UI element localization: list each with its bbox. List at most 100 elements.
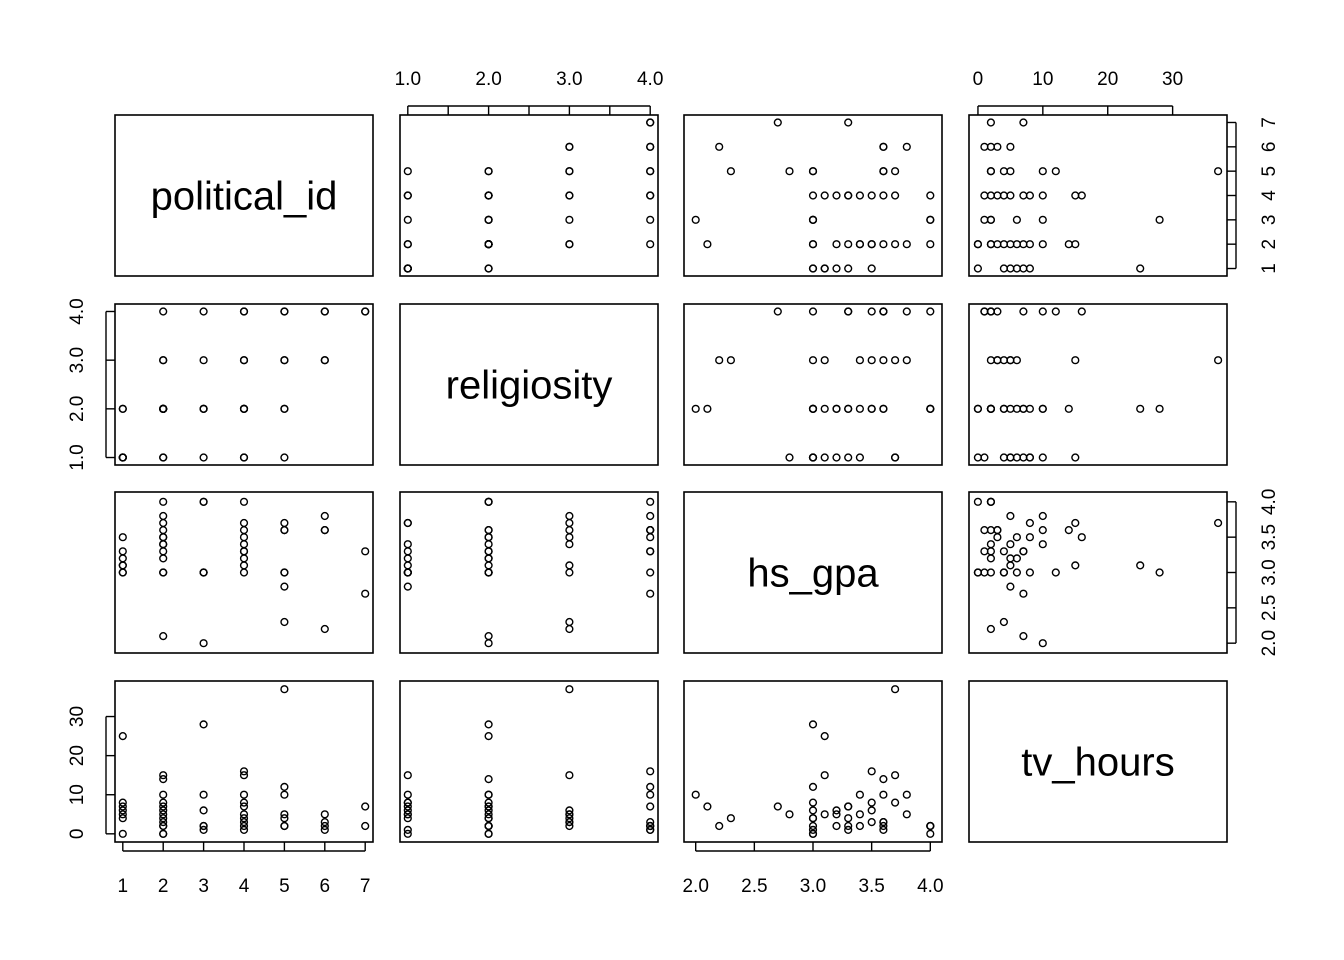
point-hs_gpa-vs-political_id	[280, 568, 289, 577]
point-hs_gpa-vs-religiosity	[646, 511, 655, 521]
y-tick-label-religiosity-left: 3.0	[67, 347, 88, 373]
point-hs_gpa-vs-political_id	[159, 518, 168, 528]
point-tv_hours-vs-religiosity	[484, 814, 493, 823]
point-tv_hours-vs-hs_gpa	[808, 814, 818, 823]
point-tv_hours-vs-hs_gpa	[926, 821, 935, 831]
point-tv_hours-vs-political_id	[239, 810, 249, 819]
point-religiosity-vs-tv_hours	[1012, 453, 1022, 462]
point-hs_gpa-vs-tv_hours	[1038, 511, 1047, 521]
point-tv_hours-vs-political_id	[199, 790, 208, 799]
point-political_id-vs-tv_hours	[1019, 118, 1028, 127]
x-tick-label-tv_hours-top: 0	[973, 69, 984, 90]
point-political_id-vs-hs_gpa	[820, 191, 829, 200]
y-tick-label-political_id-right: 4	[1259, 190, 1280, 201]
point-political_id-vs-hs_gpa	[726, 167, 736, 176]
point-religiosity-vs-political_id	[199, 404, 208, 413]
point-hs_gpa-vs-tv_hours	[1064, 525, 1073, 535]
point-hs_gpa-vs-tv_hours	[1071, 518, 1080, 528]
point-political_id-vs-tv_hours	[993, 142, 1002, 151]
panel-hs_gpa-vs-religiosity	[399, 491, 659, 654]
point-political_id-vs-hs_gpa	[867, 240, 876, 249]
point-political_id-vs-tv_hours	[993, 240, 1002, 249]
panel-religiosity-vs-religiosity	[399, 303, 659, 466]
point-religiosity-vs-hs_gpa	[832, 404, 841, 413]
point-political_id-vs-tv_hours	[1213, 167, 1223, 176]
point-tv_hours-vs-political_id	[159, 829, 168, 838]
point-political_id-vs-tv_hours	[1012, 264, 1022, 273]
point-hs_gpa-vs-tv_hours	[1006, 582, 1015, 591]
point-hs_gpa-vs-political_id	[159, 497, 168, 506]
point-hs_gpa-vs-political_id	[239, 497, 249, 506]
point-political_id-vs-tv_hours	[980, 215, 989, 224]
point-hs_gpa-vs-tv_hours	[1012, 554, 1022, 563]
point-hs_gpa-vs-religiosity	[403, 561, 412, 570]
point-hs_gpa-vs-religiosity	[484, 547, 493, 556]
point-religiosity-vs-hs_gpa	[844, 453, 853, 462]
point-political_id-vs-tv_hours	[1077, 191, 1086, 200]
point-tv_hours-vs-political_id	[118, 806, 127, 815]
y-tick-label-hs_gpa-right: 4.0	[1259, 489, 1280, 515]
point-political_id-vs-tv_hours	[1006, 191, 1015, 200]
point-religiosity-vs-tv_hours	[1064, 404, 1073, 413]
point-religiosity-vs-hs_gpa	[808, 453, 818, 462]
point-religiosity-vs-political_id	[320, 307, 329, 316]
point-hs_gpa-vs-political_id	[239, 525, 249, 535]
point-religiosity-vs-tv_hours	[1038, 307, 1047, 316]
point-hs_gpa-vs-political_id	[159, 568, 168, 577]
point-religiosity-vs-political_id	[239, 453, 249, 462]
point-political_id-vs-tv_hours	[1025, 264, 1035, 273]
point-tv_hours-vs-political_id	[361, 802, 370, 811]
point-hs_gpa-vs-political_id	[199, 639, 208, 648]
point-hs_gpa-vs-tv_hours	[980, 568, 989, 577]
point-religiosity-vs-hs_gpa	[808, 356, 818, 365]
point-hs_gpa-vs-tv_hours	[1213, 518, 1223, 528]
point-hs_gpa-vs-religiosity	[646, 525, 655, 535]
point-hs_gpa-vs-political_id	[118, 561, 127, 570]
x-tick-label-political_id-bottom: 4	[239, 876, 250, 897]
point-religiosity-vs-political_id	[280, 453, 289, 462]
point-political_id-vs-tv_hours	[973, 264, 983, 273]
point-political_id-vs-hs_gpa	[808, 167, 818, 176]
y-tick-label-hs_gpa-right: 2.0	[1259, 630, 1280, 656]
point-political_id-vs-religiosity	[646, 142, 655, 151]
point-tv_hours-vs-political_id	[118, 810, 127, 819]
point-tv_hours-vs-political_id	[118, 829, 127, 838]
point-religiosity-vs-tv_hours	[999, 356, 1009, 365]
point-religiosity-vs-hs_gpa	[773, 307, 782, 316]
x-tick-label-hs_gpa-bottom: 2.0	[682, 876, 708, 897]
panel-tv_hours-vs-tv_hours	[968, 680, 1228, 843]
point-hs_gpa-vs-political_id	[239, 540, 249, 549]
point-tv_hours-vs-political_id	[320, 817, 329, 827]
point-tv_hours-vs-religiosity	[565, 814, 574, 823]
point-political_id-vs-hs_gpa	[867, 191, 876, 200]
point-hs_gpa-vs-religiosity	[403, 568, 412, 577]
point-religiosity-vs-tv_hours	[1019, 307, 1028, 316]
point-religiosity-vs-hs_gpa	[890, 453, 900, 462]
point-hs_gpa-vs-tv_hours	[980, 547, 989, 556]
point-political_id-vs-tv_hours	[986, 191, 996, 200]
point-political_id-vs-hs_gpa	[926, 215, 935, 224]
point-political_id-vs-hs_gpa	[844, 264, 853, 273]
point-political_id-vs-religiosity	[403, 191, 412, 200]
point-tv_hours-vs-religiosity	[403, 810, 412, 819]
point-political_id-vs-hs_gpa	[844, 240, 853, 249]
point-religiosity-vs-political_id	[239, 404, 249, 413]
point-tv_hours-vs-hs_gpa	[855, 790, 865, 799]
point-religiosity-vs-tv_hours	[1019, 404, 1028, 413]
point-hs_gpa-vs-tv_hours	[986, 624, 996, 634]
point-hs_gpa-vs-religiosity	[403, 518, 412, 528]
point-tv_hours-vs-political_id	[280, 685, 289, 694]
x-tick-label-tv_hours-top: 20	[1097, 69, 1118, 90]
panel-hs_gpa-vs-political_id	[114, 491, 374, 654]
x-tick-label-hs_gpa-bottom: 2.5	[741, 876, 767, 897]
point-tv_hours-vs-political_id	[320, 810, 329, 819]
point-religiosity-vs-tv_hours	[1213, 356, 1223, 365]
point-tv_hours-vs-religiosity	[403, 798, 412, 807]
point-political_id-vs-tv_hours	[986, 142, 996, 151]
point-hs_gpa-vs-political_id	[199, 497, 208, 506]
point-tv_hours-vs-political_id	[159, 817, 168, 827]
point-tv_hours-vs-hs_gpa	[855, 821, 865, 831]
point-religiosity-vs-tv_hours	[980, 307, 989, 316]
point-hs_gpa-vs-religiosity	[403, 582, 412, 591]
point-tv_hours-vs-political_id	[159, 810, 168, 819]
